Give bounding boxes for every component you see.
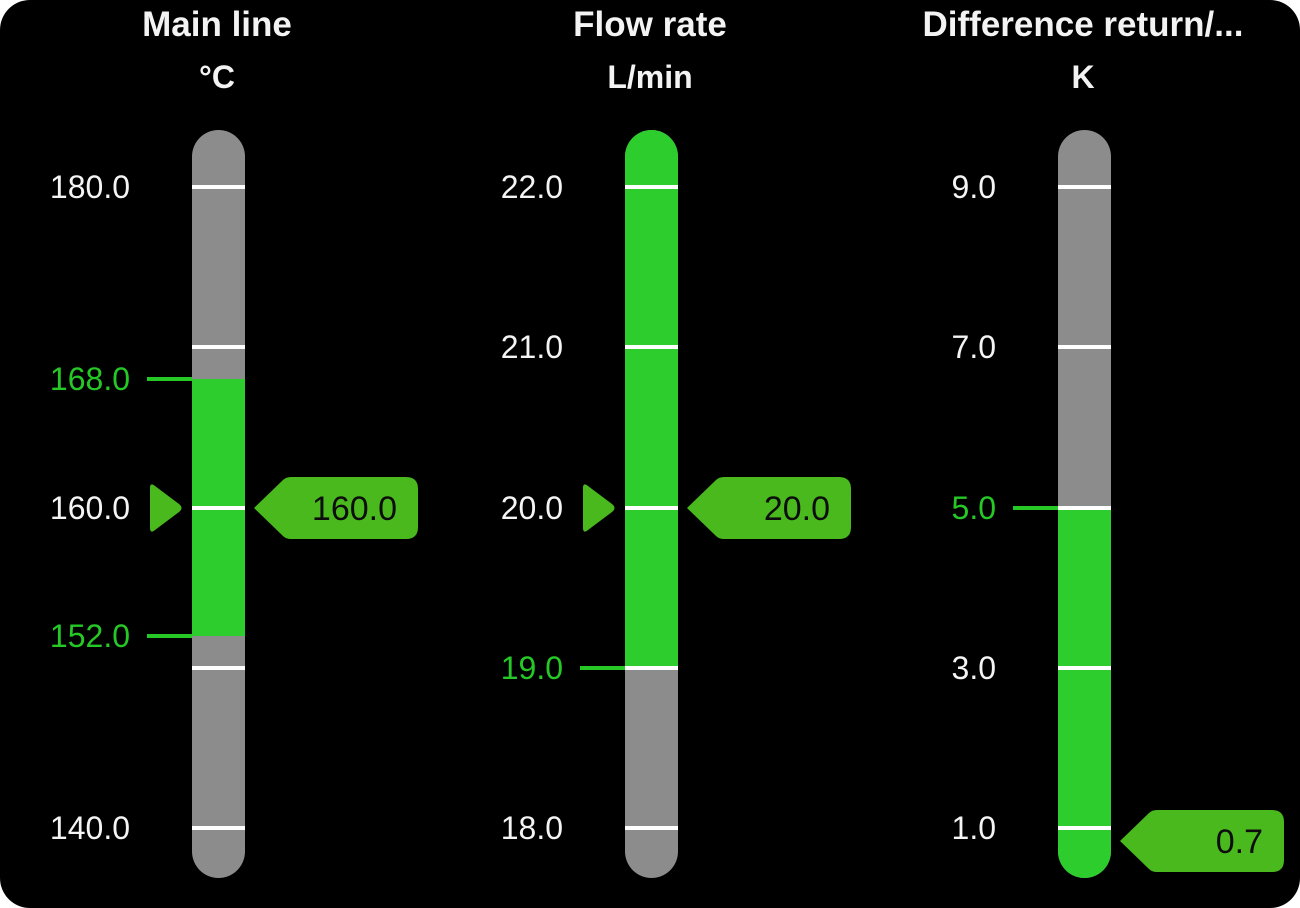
gauge-tick-line (1058, 826, 1111, 830)
gauge-tick-line (625, 826, 678, 830)
gauge-limit-label: 152.0 (49, 617, 130, 654)
gauge-tick-line (625, 505, 678, 510)
gauge-flow-rate: Flow rate L/min 22.0 21.0 20.0 18.0 19.0 20.0 (433, 0, 867, 908)
gauge-tick-label: 140.0 (49, 810, 130, 846)
gauge-tick-line (1058, 185, 1111, 189)
gauge-tick-line (192, 665, 245, 670)
gauge-tick-line (192, 826, 245, 830)
gauge-tick-line (192, 345, 245, 350)
gauge-tick-line (1058, 505, 1111, 510)
gauge-tick-label: 160.0 (49, 489, 130, 526)
gauge-tick-label: 22.0 (500, 169, 563, 205)
gauge-title: Difference return/... (922, 5, 1244, 44)
gauge-tick-label: 21.0 (500, 329, 563, 366)
gauge-tick-line (192, 505, 245, 510)
gauge-limit-label: 19.0 (500, 649, 563, 686)
gauge-tick-line (1058, 345, 1111, 350)
gauge-title: Flow rate (573, 5, 727, 44)
gauge-tick-label: 9.0 (951, 169, 996, 205)
gauge-limit-label: 168.0 (49, 361, 130, 398)
gauge-main-line: Main line °C 180.0 160.0 140.0 168.0 152.0 16… (0, 0, 434, 908)
gauge-tick-line (625, 185, 678, 189)
value-tag-text: 0.7 (1216, 823, 1263, 861)
gauge-unit: K (1071, 59, 1095, 95)
gauge-green-zone (1058, 507, 1111, 878)
gauge-green-zone (625, 130, 678, 668)
gauge-bar-track (625, 130, 678, 878)
gauge-tick-line (625, 665, 678, 670)
value-pointer-icon (579, 480, 616, 536)
gauge-limit-line (580, 665, 625, 670)
gauge-bar-track (1058, 130, 1111, 878)
gauge-limit-line (147, 633, 192, 638)
gauge-tick-line (625, 345, 678, 350)
gauge-difference-return: Difference return/... K 9.0 7.0 3.0 1.0 5.0 0… (866, 0, 1300, 908)
value-tag-text: 160.0 (312, 490, 397, 528)
gauge-limit-line (147, 377, 192, 382)
value-pointer-icon (146, 480, 183, 536)
gauge-title: Main line (142, 5, 292, 44)
gauge-tick-label: 1.0 (951, 810, 996, 846)
gauge-tick-label: 7.0 (951, 329, 996, 366)
gauge-tick-line (192, 185, 245, 189)
gauge-bar-track (192, 130, 245, 878)
value-tag: 0.7 (1118, 809, 1285, 873)
gauge-tick-label: 20.0 (500, 489, 563, 526)
value-tag: 160.0 (252, 476, 419, 540)
gauge-limit-label: 5.0 (951, 489, 996, 526)
value-tag-text: 20.0 (764, 490, 830, 528)
gauge-tick-label: 180.0 (49, 169, 130, 205)
gauge-unit: °C (199, 59, 235, 95)
gauge-tick-label: 18.0 (500, 810, 563, 846)
gauge-tick-label: 3.0 (951, 649, 996, 686)
gauge-tick-line (1058, 665, 1111, 670)
gauge-limit-line (1013, 505, 1058, 510)
value-tag: 20.0 (685, 476, 852, 540)
gauge-unit: L/min (607, 59, 693, 95)
